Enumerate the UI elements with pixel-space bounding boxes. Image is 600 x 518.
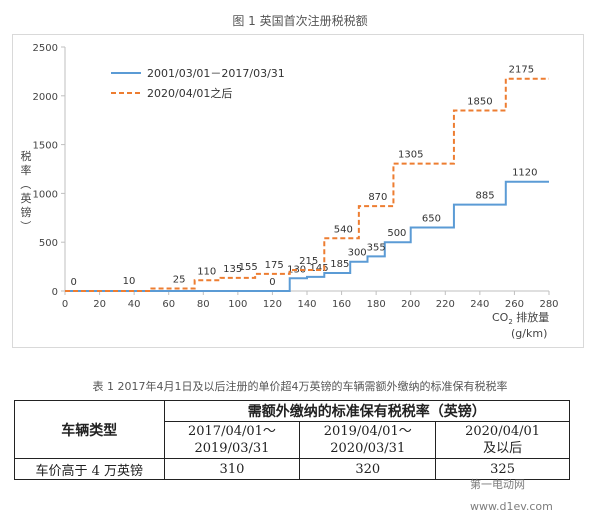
data-label: 215 [299, 256, 318, 267]
data-label: 1850 [467, 96, 492, 107]
data-label: 650 [422, 214, 441, 225]
x-tick-label: 40 [128, 299, 141, 310]
y-tick-label: 1500 [33, 141, 58, 152]
y-tick-label: 2000 [33, 92, 58, 103]
header-vehicle-type: 车辆类型 [14, 400, 165, 459]
x-tick-label: 140 [297, 299, 316, 310]
data-label: 25 [173, 275, 186, 286]
page: 图 1 英国首次注册税税额 0 20 40 60 80 100 120 140 160 180 20… [12, 14, 584, 513]
x-tick-label: 60 [162, 299, 175, 310]
y-axis-label: 英 [21, 191, 32, 205]
data-label: 355 [367, 242, 386, 253]
watermark: 第一电动网 www.d1ev.com [470, 478, 553, 513]
y-tick-label: 1000 [33, 189, 58, 200]
y-axis-label: 税 [21, 149, 32, 163]
chart-frame: 0 20 40 60 80 100 120 140 160 180 200 220 240 260 280 0… [12, 34, 584, 348]
figure-title: 图 1 英国首次注册税税额 [232, 14, 368, 28]
period-start: 2020/04/01 [465, 424, 541, 439]
x-axis-label: CO2 排放量 [492, 310, 549, 326]
table-row: 车价高于 4 万英镑 310 320 325 [14, 458, 570, 480]
x-tick-label: 160 [332, 299, 351, 310]
period-end: 及以后 [483, 441, 523, 456]
data-label: 300 [348, 248, 367, 259]
table-period-row: 2017/04/01～ 2019/03/31 2019/04/01～ 2020/03… [15, 421, 570, 459]
x-axis-unit: (g/km) [511, 327, 547, 340]
rate-cell: 325 [435, 458, 570, 480]
rate-table: 车辆类型 需额外缴纳的标准保有税税率（英镑） 2017/04/01～ 2019/0… [14, 400, 571, 480]
y-axis-label: ） [19, 221, 32, 232]
x-tick-label: 180 [367, 299, 386, 310]
x-tick-label: 200 [401, 299, 420, 310]
data-label: 540 [334, 224, 353, 235]
x-tick-label: 20 [93, 299, 106, 310]
data-label: 500 [387, 228, 406, 239]
y-axis-label: 率 [21, 163, 32, 177]
y-axis-label: 镑 [21, 205, 32, 219]
x-tick-label: 100 [228, 299, 247, 310]
y-tick-label: 2500 [33, 43, 58, 54]
x-tick-label: 120 [263, 299, 282, 310]
series-line-1 [65, 77, 549, 292]
data-label: 1305 [398, 150, 423, 161]
x-tick-label: 260 [505, 299, 524, 310]
data-label: 155 [239, 262, 258, 273]
header-group: 需额外缴纳的标准保有税税率（英镑） [163, 400, 571, 422]
period-end: 2019/03/31 [194, 441, 270, 456]
y-axis-label: （ [19, 179, 32, 190]
data-label: 1120 [512, 168, 537, 179]
period-end: 2020/03/31 [330, 441, 406, 456]
x-tick-label: 0 [62, 299, 68, 310]
data-label: 870 [368, 192, 387, 203]
rate-cell: 310 [163, 458, 301, 480]
data-label: 110 [197, 266, 216, 277]
data-label: 0 [269, 277, 275, 288]
data-label: 2175 [509, 65, 534, 76]
period-start: 2017/04/01～ [187, 424, 276, 439]
rate-cell: 320 [299, 458, 437, 480]
data-label: 885 [475, 191, 494, 202]
data-label: 145 [310, 263, 329, 274]
period-start: 2019/04/01～ [323, 424, 412, 439]
row-label: 车价高于 4 万英镑 [14, 458, 165, 480]
data-label: 185 [330, 259, 349, 270]
y-tick-label: 0 [52, 287, 58, 298]
tax-step-chart: 0 20 40 60 80 100 120 140 160 180 200 220 240 260 2800… [19, 43, 559, 340]
legend-label: 2001/03/01－2017/03/31 [147, 67, 285, 80]
period-cell: 2019/04/01～ 2020/03/31 [299, 421, 437, 459]
legend-label: 2020/04/01之后 [147, 86, 232, 100]
series-line-0 [65, 180, 549, 292]
data-label: 10 [123, 276, 136, 287]
table-caption: 表 1 2017年4月1日及以后注册的单价超4万英镑的车辆需额外缴纳的标准保有税… [92, 380, 508, 393]
period-cell: 2017/04/01～ 2019/03/31 [163, 421, 301, 459]
data-label: 135 [223, 264, 242, 275]
period-cell: 2020/04/01 及以后 [435, 421, 570, 459]
y-tick-label: 500 [39, 238, 58, 249]
x-tick-label: 220 [436, 299, 455, 310]
x-tick-label: 280 [539, 299, 558, 310]
table-header-row: 车辆类型 需额外缴纳的标准保有税税率（英镑） [14, 400, 571, 459]
x-tick-label: 240 [470, 299, 489, 310]
data-label: 0 [70, 277, 76, 288]
data-label: 175 [265, 260, 284, 271]
x-tick-label: 80 [197, 299, 210, 310]
